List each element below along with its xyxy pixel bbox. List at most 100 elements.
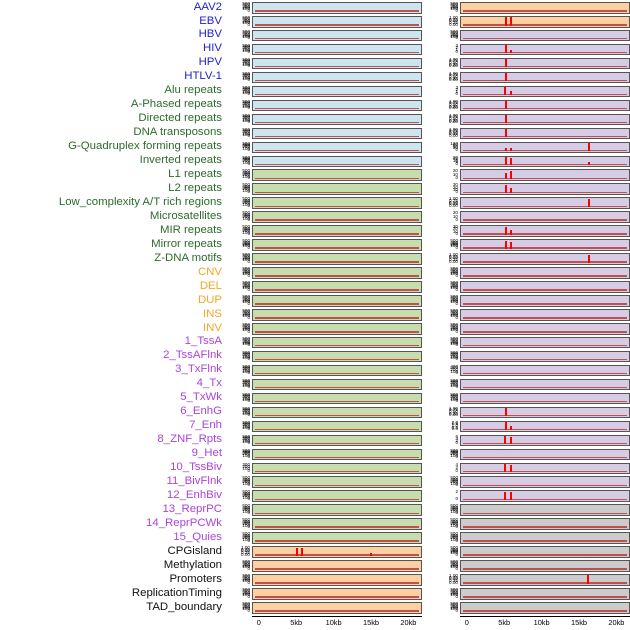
track-left-mir-repeats[interactable] (252, 225, 422, 237)
track-right-inv[interactable] (460, 322, 630, 335)
track-left-ebv[interactable] (252, 15, 422, 28)
track-left-9-het[interactable] (252, 448, 422, 461)
track-right-ins[interactable] (460, 309, 630, 321)
track-left-g-quadruplex-forming-repeats[interactable] (252, 141, 422, 154)
track-left-13-reprpc[interactable] (252, 504, 422, 516)
track-right-1-tssa[interactable] (460, 336, 630, 349)
track-left-replicationtiming[interactable] (252, 588, 422, 600)
track-left-del[interactable] (252, 281, 422, 293)
track-right-aav2[interactable] (460, 2, 630, 14)
track-right-a-phased-repeats[interactable] (460, 99, 630, 112)
track-right-6-enhg[interactable] (460, 406, 630, 419)
track-right-methylation[interactable] (460, 560, 630, 572)
track-right-4-tx[interactable] (460, 378, 630, 391)
track-left-6-enhg[interactable] (252, 406, 422, 419)
track-left-2-tssaflnk[interactable] (252, 350, 422, 363)
track-left-aav2[interactable] (252, 2, 422, 14)
track-left-mirror-repeats[interactable] (252, 239, 422, 251)
track-right-13-reprpc[interactable] (460, 504, 630, 516)
track-baseline (254, 568, 420, 570)
track-right-del[interactable] (460, 281, 630, 293)
track-left-alu-repeats[interactable] (252, 85, 422, 98)
track-left-directed-repeats[interactable] (252, 113, 422, 126)
y-tick-label: 500 (242, 1, 250, 6)
track-left-cnv[interactable] (252, 267, 422, 279)
track-right-dup[interactable] (460, 295, 630, 307)
data-peak (587, 198, 590, 207)
track-left-tad-boundary[interactable] (252, 602, 422, 614)
track-left-l1-repeats[interactable] (252, 169, 422, 181)
track-left-8-znf-rpts[interactable] (252, 434, 422, 447)
track-baseline (254, 386, 420, 389)
track-left-inverted-repeats[interactable] (252, 155, 422, 168)
track-left-5-txwk[interactable] (252, 392, 422, 405)
track-left-hpv[interactable] (252, 57, 422, 70)
track-right-15-quies[interactable] (460, 532, 630, 544)
track-right-ebv[interactable] (460, 15, 630, 28)
track-left-15-quies[interactable] (252, 532, 422, 544)
track-left-l2-repeats[interactable] (252, 183, 422, 195)
track-right-l1-repeats[interactable] (460, 169, 630, 181)
track-right-promoters[interactable] (460, 574, 630, 586)
track-right-replicationtiming[interactable] (460, 588, 630, 600)
track-right-inverted-repeats[interactable] (460, 155, 630, 168)
track-right-5-txwk[interactable] (460, 392, 630, 405)
track-left-1-tssa[interactable] (252, 336, 422, 349)
y-tick-label: 200 (450, 339, 458, 345)
track-right-2-tssaflnk[interactable] (460, 350, 630, 363)
track-left-z-dna-motifs[interactable] (252, 253, 422, 265)
track-right-microsatellites[interactable] (460, 211, 630, 223)
track-right-10-tssbiv[interactable] (460, 462, 630, 475)
track-right-low-complexity-a-t-rich-regions[interactable] (460, 197, 630, 209)
y-tick-label: 0.75 (449, 574, 458, 580)
track-left-12-enhbiv[interactable] (252, 490, 422, 502)
track-right-htlv-1[interactable] (460, 71, 630, 84)
track-right-hpv[interactable] (460, 57, 630, 70)
y-tick-label: 300 (242, 394, 250, 400)
track-left-3-txflnk[interactable] (252, 364, 422, 377)
y-tick-label: 500 (450, 517, 458, 523)
track-left-htlv-1[interactable] (252, 71, 422, 84)
data-peak (510, 229, 513, 235)
track-right-dna-transposons[interactable] (460, 127, 630, 140)
track-left-low-complexity-a-t-rich-regions[interactable] (252, 197, 422, 209)
track-right-directed-repeats[interactable] (460, 113, 630, 126)
track-left-10-tssbiv[interactable] (252, 462, 422, 475)
track-right-3-txflnk[interactable] (460, 364, 630, 377)
track-left-11-bivflnk[interactable] (252, 476, 422, 488)
track-left-cpgisland[interactable] (252, 546, 422, 558)
track-left-4-tx[interactable] (252, 378, 422, 391)
track-left-14-reprpcwk[interactable] (252, 518, 422, 530)
track-right-12-enhbiv[interactable] (460, 490, 630, 502)
track-right-l2-repeats[interactable] (460, 183, 630, 195)
track-right-mirror-repeats[interactable] (460, 239, 630, 251)
track-left-dna-transposons[interactable] (252, 127, 422, 140)
track-left-7-enh[interactable] (252, 420, 422, 433)
track-left-inv[interactable] (252, 322, 422, 335)
track-right-7-enh[interactable] (460, 420, 630, 433)
track-left-promoters[interactable] (252, 574, 422, 586)
track-right-hbv[interactable] (460, 29, 630, 42)
track-right-z-dna-motifs[interactable] (460, 253, 630, 265)
track-left-dup[interactable] (252, 295, 422, 307)
track-baseline (462, 24, 628, 26)
track-right-hiv[interactable] (460, 43, 630, 56)
track-left-hiv[interactable] (252, 43, 422, 56)
track-right-cnv[interactable] (460, 267, 630, 279)
y-tick-label: 0 (455, 286, 458, 292)
track-right-cpgisland[interactable] (460, 546, 630, 558)
track-right-9-het[interactable] (460, 448, 630, 461)
track-left-hbv[interactable] (252, 29, 422, 42)
track-right-8-znf-rpts[interactable] (460, 434, 630, 447)
track-left-microsatellites[interactable] (252, 211, 422, 223)
track-right-14-reprpcwk[interactable] (460, 518, 630, 530)
track-left-ins[interactable] (252, 309, 422, 321)
track-left-methylation[interactable] (252, 560, 422, 572)
track-left-a-phased-repeats[interactable] (252, 99, 422, 112)
track-right-alu-repeats[interactable] (460, 85, 630, 98)
track-right-mir-repeats[interactable] (460, 225, 630, 237)
track-right-g-quadruplex-forming-repeats[interactable] (460, 141, 630, 154)
track-right-tad-boundary[interactable] (460, 602, 630, 614)
row-label-1-tssa: 1_TssA (184, 335, 222, 348)
track-right-11-bivflnk[interactable] (460, 476, 630, 488)
